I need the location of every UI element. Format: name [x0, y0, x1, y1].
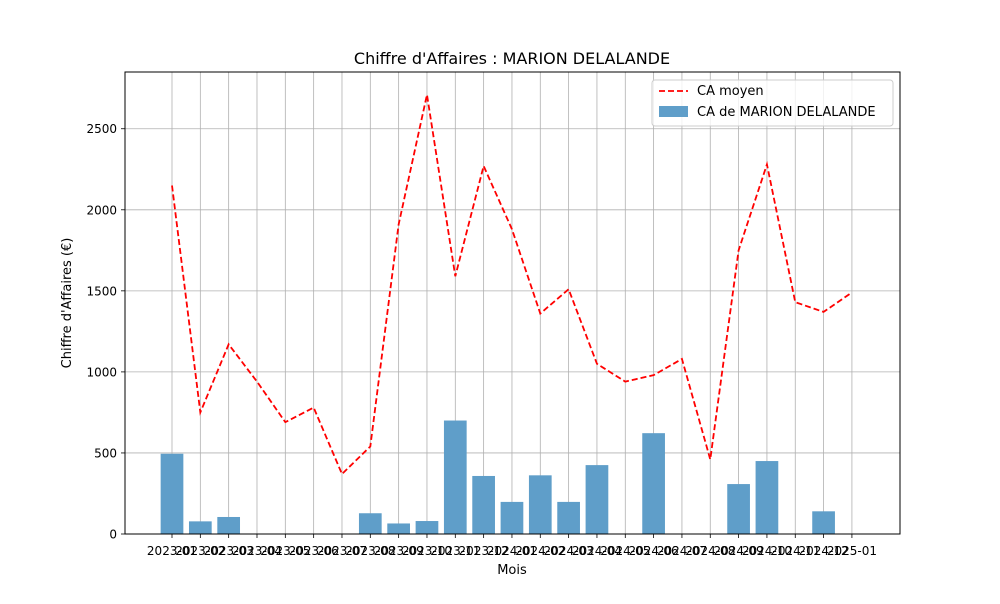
- bar: [217, 516, 241, 534]
- x-tick-label: 2023-02: [175, 544, 225, 558]
- bar: [443, 420, 467, 534]
- bar-series: [160, 420, 835, 534]
- bar: [500, 501, 524, 534]
- bar: [585, 465, 609, 534]
- x-tick-label: 2024-04: [572, 544, 622, 558]
- line-ca-moyen: [171, 94, 853, 476]
- legend-label-ca-moyen: CA moyen: [697, 84, 764, 99]
- bar: [557, 501, 580, 534]
- x-tick-label: 2024-01: [487, 544, 537, 558]
- x-tick-label: 2024-10: [742, 544, 792, 558]
- bar: [415, 521, 439, 534]
- bar: [472, 475, 495, 534]
- chart-title: Chiffre d'Affaires : MARION DELALANDE: [354, 49, 670, 68]
- x-tick-label: 2024-09: [714, 544, 764, 558]
- x-tick-label: 2023-03: [204, 544, 254, 558]
- legend-box: [651, 79, 894, 127]
- bar: [755, 461, 779, 534]
- x-tick-label: 2023-06: [289, 544, 339, 558]
- x-tick-label: 2024-03: [544, 544, 594, 558]
- x-tick-label: 2023-01: [147, 544, 197, 558]
- x-tick-label: 2023-12: [459, 544, 509, 558]
- bar: [642, 433, 665, 534]
- x-tick-label: 2023-05: [260, 544, 310, 558]
- bar: [358, 513, 382, 534]
- y-tick-label: 1000: [86, 365, 117, 379]
- bar: [727, 484, 750, 534]
- line-series: [171, 94, 853, 476]
- y-tick-label: 2500: [86, 122, 117, 136]
- x-tick-label: 2023-08: [345, 544, 395, 558]
- x-tick-label: 2024-07: [657, 544, 707, 558]
- x-tick-label: 2024-02: [515, 544, 565, 558]
- legend-bar-swatch: [659, 106, 688, 117]
- y-axis-label: Chiffre d'Affaires (€): [60, 238, 75, 369]
- legend: CA moyen CA de MARION DELALANDE: [651, 79, 894, 127]
- x-axis-label: Mois: [497, 563, 527, 578]
- x-axis-ticks: 2023-012023-022023-032023-042023-052023-…: [147, 534, 877, 558]
- x-tick-label: 2023-11: [430, 544, 480, 558]
- y-tick-label: 1500: [86, 284, 117, 298]
- x-tick-label: 2025-01: [827, 544, 877, 558]
- y-tick-label: 2000: [86, 203, 117, 217]
- bar: [528, 475, 552, 534]
- x-tick-label: 2024-05: [600, 544, 650, 558]
- x-tick-label: 2024-12: [799, 544, 849, 558]
- y-axis-ticks: 0 500 1000 1500 2000 2500: [86, 122, 125, 542]
- y-tick-label: 0: [109, 528, 117, 542]
- plot-frame: [124, 71, 901, 535]
- x-tick-label: 2023-04: [232, 544, 282, 558]
- x-tick-label: 2024-06: [629, 544, 679, 558]
- x-tick-label: 2024-11: [770, 544, 820, 558]
- x-tick-label: 2023-09: [374, 544, 424, 558]
- bar: [387, 523, 410, 534]
- bar: [812, 511, 835, 534]
- legend-label-ca-marion: CA de MARION DELALANDE: [697, 105, 876, 120]
- bar: [160, 453, 184, 534]
- x-tick-label: 2024-08: [685, 544, 735, 558]
- y-tick-label: 500: [94, 446, 117, 460]
- bar: [188, 521, 212, 534]
- x-tick-label: 2023-10: [402, 544, 452, 558]
- x-tick-label: 2023-07: [317, 544, 367, 558]
